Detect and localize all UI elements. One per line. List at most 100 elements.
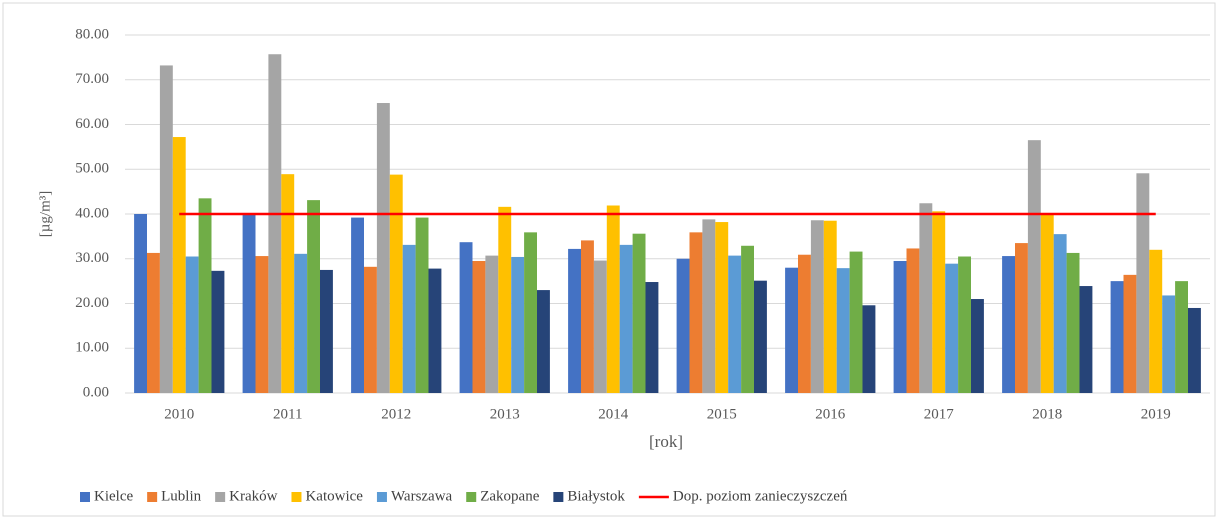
bar (581, 240, 594, 393)
bar (1066, 252, 1080, 393)
bar (255, 256, 269, 393)
bar (632, 233, 646, 393)
bar (1175, 281, 1188, 393)
bar (242, 214, 256, 393)
y-tick-label: 30.00 (75, 250, 109, 266)
bar (1149, 249, 1163, 393)
bar (754, 280, 767, 393)
bar (715, 222, 729, 393)
bar (919, 203, 933, 393)
bar (810, 220, 824, 393)
bar (1053, 234, 1067, 393)
bar (172, 137, 186, 393)
bar (568, 248, 581, 393)
bar (211, 270, 225, 393)
legend-label: Dop. poziom zanieczyszczeń (673, 488, 848, 504)
bar (932, 211, 946, 393)
bar (785, 267, 798, 393)
legend-label: Zakopane (480, 488, 539, 504)
x-tick-label: 2019 (1141, 406, 1171, 422)
bar (958, 256, 971, 393)
legend-label: Warszawa (391, 488, 453, 504)
y-tick-label: 0.00 (83, 384, 109, 400)
y-tick-label: 20.00 (75, 295, 109, 311)
bar (459, 242, 473, 393)
bar (389, 174, 403, 393)
x-tick-label: 2015 (707, 406, 737, 422)
legend-swatch (291, 492, 302, 502)
bar (428, 268, 442, 393)
bar (198, 198, 212, 393)
legend-label: Białystok (567, 488, 625, 504)
bar (351, 217, 364, 393)
legend-swatch (376, 492, 387, 502)
bar (862, 305, 876, 393)
legend-label: Katowice (305, 488, 363, 504)
x-tick-label: 2018 (1032, 406, 1062, 422)
bar (1079, 286, 1093, 393)
bar (524, 232, 537, 393)
bar (307, 200, 320, 393)
bar (1027, 140, 1041, 393)
x-tick-label: 2014 (598, 406, 629, 422)
legend-swatch (147, 492, 158, 502)
bar (320, 269, 333, 393)
legend-swatch (80, 492, 90, 502)
y-tick-label: 70.00 (75, 71, 109, 87)
bar (728, 255, 742, 393)
y-tick-label: 40.00 (75, 205, 109, 221)
bar (689, 232, 703, 393)
bar (593, 260, 607, 393)
bar (823, 220, 837, 393)
bar (945, 263, 959, 393)
legend-label: Lublin (161, 488, 201, 504)
legend-label: Kraków (229, 488, 277, 504)
bar (893, 260, 907, 393)
bar (619, 244, 633, 393)
x-tick-label: 2016 (815, 406, 846, 422)
bar (472, 260, 486, 393)
bar (798, 254, 811, 393)
bar (606, 205, 620, 393)
bar (1123, 274, 1137, 393)
y-tick-label: 10.00 (75, 340, 109, 356)
bar (1162, 295, 1176, 393)
x-tick-label: 2013 (490, 406, 520, 422)
bar (645, 282, 659, 393)
y-tick-label: 60.00 (75, 116, 109, 132)
x-axis-title: [rok] (649, 432, 683, 451)
bar (537, 290, 550, 393)
bar (498, 206, 512, 393)
bar (741, 245, 754, 393)
bar (1188, 307, 1201, 393)
bar (702, 219, 716, 393)
x-tick-label: 2010 (164, 406, 194, 422)
bar (159, 65, 173, 394)
x-tick-label: 2012 (381, 406, 411, 422)
bar (294, 253, 308, 393)
bar (485, 255, 499, 393)
bar (511, 256, 525, 393)
y-tick-label: 80.00 (75, 26, 109, 42)
bar (971, 299, 984, 393)
bar (836, 268, 850, 393)
bar (402, 244, 416, 393)
bar (185, 256, 199, 393)
bar (134, 214, 147, 393)
y-tick-label: 50.00 (75, 161, 109, 177)
legend-label: Kielce (94, 488, 133, 504)
bar (147, 252, 160, 393)
legend-swatch (553, 492, 564, 502)
bar (676, 258, 690, 393)
y-axis-title: [µg/m³] (37, 191, 53, 237)
legend-swatch (215, 492, 226, 502)
x-tick-label: 2011 (273, 406, 302, 422)
bar (906, 248, 920, 393)
bar (1002, 256, 1015, 393)
bar (268, 54, 282, 394)
x-tick-label: 2017 (924, 406, 955, 422)
legend: Kielce Lublin Kraków Katowice Warszawa Zakopa… (80, 488, 848, 504)
bar (364, 266, 377, 393)
bar (1110, 281, 1124, 393)
